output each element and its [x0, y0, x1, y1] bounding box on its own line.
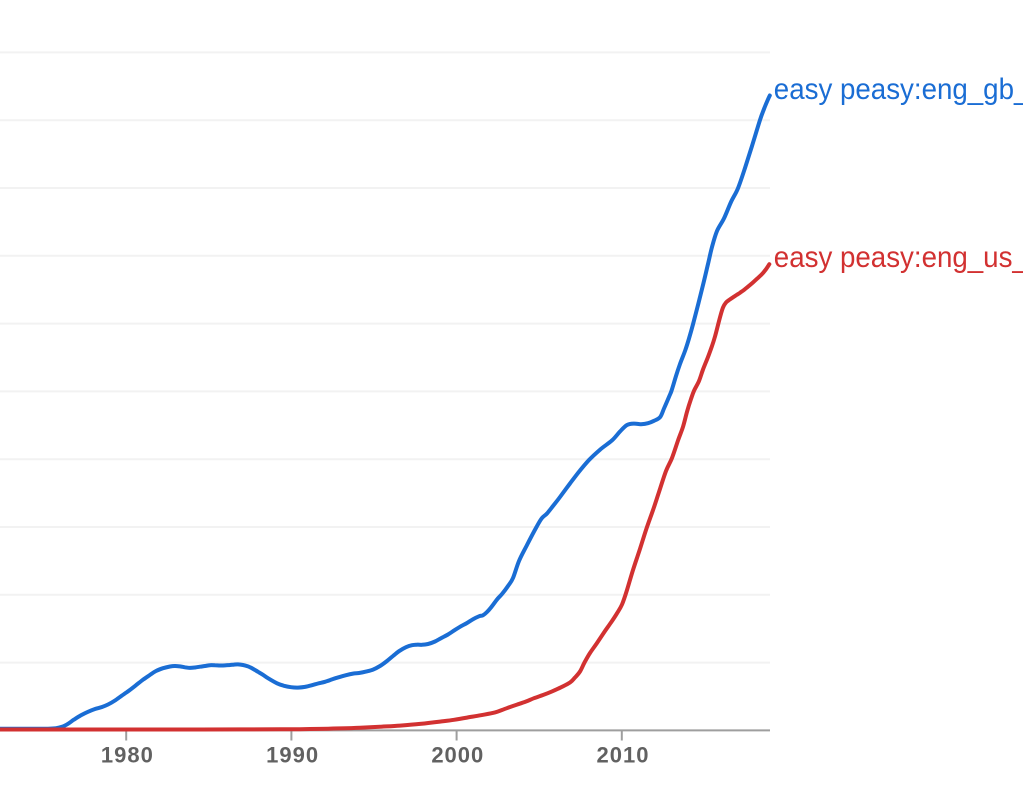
svg-text:1980: 1980 — [101, 743, 154, 768]
svg-text:1990: 1990 — [266, 743, 319, 768]
svg-text:2000: 2000 — [431, 743, 484, 768]
svg-text:easy peasy:eng_us_2019: easy peasy:eng_us_2019 — [774, 241, 1023, 274]
svg-text:easy peasy:eng_gb_2019: easy peasy:eng_gb_2019 — [774, 73, 1023, 106]
svg-text:2010: 2010 — [597, 743, 650, 768]
